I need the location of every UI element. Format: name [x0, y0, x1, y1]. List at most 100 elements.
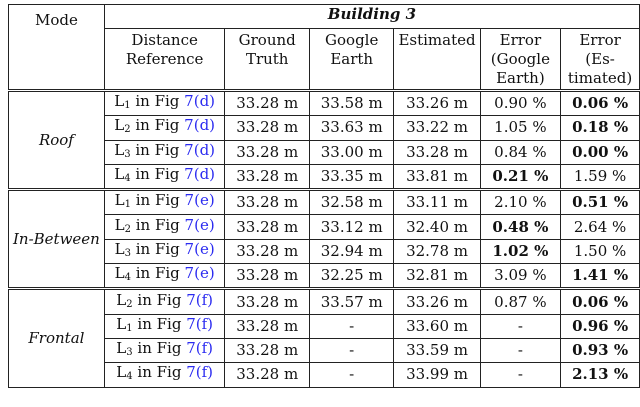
line-label: L — [116, 339, 127, 358]
error-google-earth-cell: 1.05 % — [479, 115, 562, 141]
google-earth-cell: 33.63 m — [308, 115, 395, 141]
error-google-earth-cell: 0.84 % — [479, 139, 562, 165]
estimated-cell: 33.22 m — [393, 115, 481, 141]
mode-cell: Roof — [8, 88, 105, 191]
error-google-earth-cell: 0.87 % — [479, 287, 562, 315]
header-error-estimated: Error (Es- timated) — [560, 28, 640, 91]
header-distance-reference: Distance Reference — [103, 28, 226, 91]
google-earth-cell: 33.58 m — [308, 88, 395, 117]
mode-cell: In-Between — [8, 188, 105, 290]
header-ground-truth: Ground Truth — [224, 28, 310, 91]
figure-link[interactable]: 7(f) — [186, 314, 214, 333]
line-index: 2 — [124, 124, 131, 136]
estimated-cell: 33.28 m — [393, 139, 481, 165]
error-estimated-cell: 2.64 % — [560, 214, 640, 240]
distance-reference-cell: L4 in Fig 7(e) — [103, 263, 226, 290]
error-estimated-cell: 0.93 % — [560, 337, 640, 364]
line-label: L — [116, 314, 127, 333]
ground-truth-cell: 33.28 m — [224, 238, 310, 265]
line-label: L — [114, 140, 125, 159]
estimated-cell: 33.26 m — [393, 88, 481, 117]
ground-truth-cell: 33.28 m — [224, 115, 310, 141]
line-index: 1 — [124, 199, 131, 211]
figure-link[interactable]: 7(e) — [184, 264, 215, 283]
header-error-google-earth: Error (Google Earth) — [479, 28, 562, 91]
figure-link[interactable]: 7(f) — [186, 290, 214, 309]
fig-text: in Fig — [132, 290, 187, 309]
figure-link[interactable]: 7(e) — [184, 215, 215, 234]
figure-link[interactable]: 7(e) — [184, 191, 215, 210]
line-label: L — [114, 191, 125, 210]
figure-link[interactable]: 7(f) — [186, 339, 214, 358]
line-index: 1 — [126, 322, 133, 334]
error-estimated-cell: 0.06 % — [560, 287, 640, 315]
estimated-cell: 33.99 m — [393, 362, 481, 388]
error-google-earth-cell: 0.90 % — [479, 88, 562, 117]
results-table: Mode Building 3 Distance Reference Groun… — [8, 4, 640, 388]
table-row: L4 in Fig 7(f) 33.28 m -33.99 m -2.13 % — [9, 362, 640, 388]
table-row: L4 in Fig 7(e) 33.28 m 32.25 m 32.81 m 3.09 … — [9, 263, 640, 290]
error-estimated-cell: 1.50 % — [560, 238, 640, 265]
estimated-cell: 33.11 m — [393, 188, 481, 216]
fig-text: in Fig — [130, 92, 185, 111]
distance-reference-cell: L1 in Fig 7(e) — [103, 188, 226, 216]
header-google-earth: Google Earth — [308, 28, 395, 91]
line-index: 1 — [124, 100, 131, 112]
ground-truth-cell: 33.28 m — [224, 163, 310, 191]
google-earth-cell: 33.57 m — [308, 287, 395, 315]
google-earth-cell: - — [308, 362, 395, 388]
line-label: L — [114, 165, 125, 184]
header-estimated: Estimated — [393, 28, 481, 91]
error-google-earth-cell: - — [479, 337, 562, 364]
google-earth-cell: 33.00 m — [308, 139, 395, 165]
error-estimated-cell: 0.00 % — [560, 139, 640, 165]
error-estimated-cell: 0.96 % — [560, 313, 640, 339]
line-index: 4 — [124, 272, 131, 284]
header-mode: Mode — [8, 4, 105, 91]
line-index: 4 — [124, 173, 131, 185]
estimated-cell: 32.78 m — [393, 238, 481, 265]
fig-text: in Fig — [132, 339, 187, 358]
estimated-cell: 33.60 m — [393, 313, 481, 339]
figure-link[interactable]: 7(e) — [184, 239, 215, 258]
google-earth-cell: - — [308, 313, 395, 339]
error-google-earth-cell: 1.02 % — [479, 238, 562, 265]
error-google-earth-cell: 0.21 % — [479, 163, 562, 191]
line-label: L — [116, 290, 127, 309]
table-row: L3 in Fig 7(f) 33.28 m -33.59 m -0.93 % — [9, 337, 640, 364]
ground-truth-cell: 33.28 m — [224, 313, 310, 339]
figure-link[interactable]: 7(d) — [184, 92, 216, 111]
line-label: L — [114, 116, 125, 135]
error-estimated-cell: 0.06 % — [560, 88, 640, 117]
error-google-earth-cell: - — [479, 362, 562, 388]
line-index: 2 — [126, 298, 133, 310]
estimated-cell: 33.26 m — [393, 287, 481, 315]
ground-truth-cell: 33.28 m — [224, 214, 310, 240]
distance-reference-cell: L3 in Fig 7(d) — [103, 139, 226, 165]
error-google-earth-cell: - — [479, 313, 562, 339]
mode-cell: Frontal — [8, 287, 105, 388]
line-index: 3 — [124, 148, 131, 160]
table-row: In-Between L1 in Fig 7(e) 33.28 m 32.58 m 33… — [8, 188, 640, 290]
google-earth-cell: 33.12 m — [308, 214, 395, 240]
table-row: L3 in Fig 7(d) 33.28 m 33.00 m 33.28 m 0.84 … — [9, 139, 640, 165]
distance-reference-cell: L4 in Fig 7(d) — [103, 163, 226, 191]
fig-text: in Fig — [130, 140, 185, 159]
ground-truth-cell: 33.28 m — [224, 139, 310, 165]
line-label: L — [114, 215, 125, 234]
figure-link[interactable]: 7(d) — [184, 165, 216, 184]
fig-text: in Fig — [132, 314, 187, 333]
figure-link[interactable]: 7(d) — [184, 116, 216, 135]
line-label: L — [114, 92, 125, 111]
figure-link[interactable]: 7(f) — [186, 363, 214, 382]
table-row: Frontal L2 in Fig 7(f) 33.28 m 33.57 m 33.26… — [8, 287, 640, 388]
error-estimated-cell: 2.13 % — [560, 362, 640, 388]
estimated-cell: 32.81 m — [393, 263, 481, 290]
line-index: 3 — [126, 347, 133, 359]
fig-text: in Fig — [130, 116, 185, 135]
line-label: L — [114, 239, 125, 258]
table-row: L2 in Fig 7(e) 33.28 m 33.12 m 32.40 m 0.48 … — [9, 214, 640, 240]
distance-reference-cell: L3 in Fig 7(e) — [103, 238, 226, 265]
figure-link[interactable]: 7(d) — [184, 140, 216, 159]
